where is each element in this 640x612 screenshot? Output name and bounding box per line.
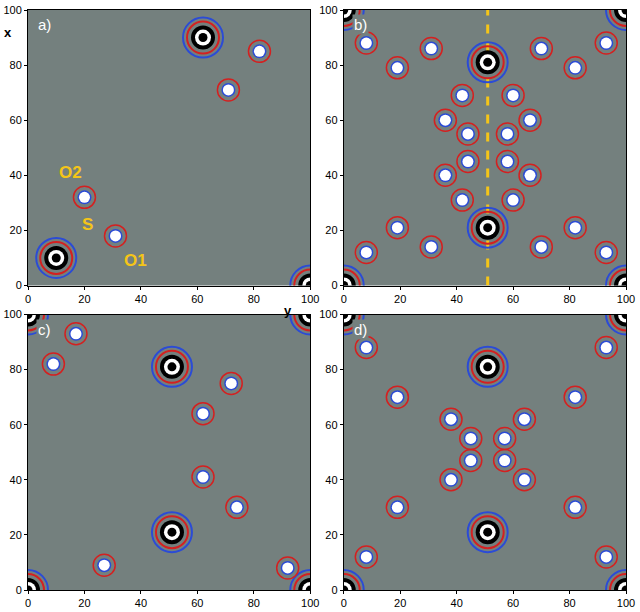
svg-text:40: 40 (10, 169, 22, 181)
svg-text:20: 20 (78, 293, 90, 305)
svg-text:80: 80 (248, 597, 260, 609)
svg-text:a): a) (38, 16, 51, 33)
svg-text:0: 0 (16, 279, 22, 291)
svg-text:80: 80 (10, 363, 22, 375)
svg-text:20: 20 (10, 224, 22, 236)
svg-text:d): d) (354, 321, 367, 338)
svg-text:0: 0 (16, 584, 22, 596)
svg-text:20: 20 (78, 597, 90, 609)
svg-text:40: 40 (325, 169, 337, 181)
svg-text:40: 40 (451, 293, 463, 305)
svg-text:60: 60 (191, 293, 203, 305)
svg-text:O2: O2 (59, 163, 82, 182)
svg-text:60: 60 (191, 597, 203, 609)
svg-text:40: 40 (135, 293, 147, 305)
svg-text:0: 0 (25, 597, 31, 609)
svg-text:20: 20 (325, 529, 337, 541)
svg-text:c): c) (38, 321, 51, 338)
svg-text:40: 40 (10, 474, 22, 486)
svg-text:0: 0 (331, 279, 337, 291)
svg-text:S: S (82, 215, 93, 234)
svg-text:80: 80 (563, 597, 575, 609)
svg-text:100: 100 (3, 4, 21, 16)
svg-text:20: 20 (325, 224, 337, 236)
svg-text:60: 60 (507, 597, 519, 609)
svg-text:80: 80 (248, 293, 260, 305)
svg-text:100: 100 (319, 308, 337, 320)
svg-text:100: 100 (301, 597, 319, 609)
svg-text:0: 0 (25, 293, 31, 305)
svg-text:O1: O1 (124, 251, 147, 270)
svg-text:100: 100 (301, 293, 319, 305)
svg-text:20: 20 (394, 597, 406, 609)
svg-text:60: 60 (325, 419, 337, 431)
svg-text:80: 80 (325, 59, 337, 71)
svg-text:40: 40 (325, 474, 337, 486)
svg-text:60: 60 (507, 293, 519, 305)
svg-text:80: 80 (325, 363, 337, 375)
svg-text:60: 60 (10, 419, 22, 431)
svg-text:80: 80 (10, 59, 22, 71)
svg-text:20: 20 (10, 529, 22, 541)
svg-text:60: 60 (325, 114, 337, 126)
svg-text:40: 40 (135, 597, 147, 609)
svg-text:100: 100 (617, 293, 635, 305)
svg-text:100: 100 (3, 308, 21, 320)
svg-text:0: 0 (331, 584, 337, 596)
svg-text:0: 0 (341, 597, 347, 609)
svg-text:y: y (284, 303, 292, 318)
svg-text:80: 80 (563, 293, 575, 305)
svg-text:40: 40 (451, 597, 463, 609)
svg-text:100: 100 (617, 597, 635, 609)
svg-text:0: 0 (341, 293, 347, 305)
svg-text:100: 100 (319, 4, 337, 16)
svg-text:x: x (4, 25, 12, 40)
svg-text:b): b) (354, 16, 367, 33)
svg-text:20: 20 (394, 293, 406, 305)
svg-text:60: 60 (10, 114, 22, 126)
